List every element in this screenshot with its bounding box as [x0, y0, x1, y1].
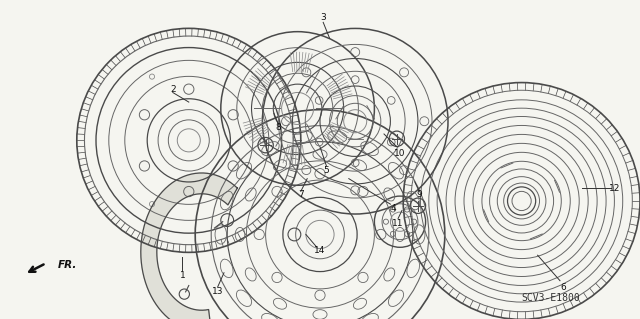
Text: 12: 12: [609, 184, 620, 193]
Text: 8: 8: [276, 123, 281, 132]
Polygon shape: [141, 173, 237, 319]
Text: 6: 6: [561, 283, 566, 292]
Text: 11: 11: [392, 219, 404, 228]
Text: 3: 3: [321, 13, 326, 22]
Text: 10: 10: [394, 149, 406, 158]
Text: 7: 7: [298, 190, 303, 199]
Text: 4: 4: [391, 204, 396, 213]
Text: SCV3-E1800: SCV3-E1800: [521, 293, 580, 303]
Text: 14: 14: [314, 246, 326, 255]
Text: 9: 9: [417, 190, 422, 199]
Text: 2: 2: [170, 85, 175, 94]
Text: 13: 13: [212, 287, 223, 296]
Text: 5: 5: [324, 166, 329, 175]
Text: 1: 1: [180, 271, 185, 280]
Text: FR.: FR.: [58, 260, 77, 271]
